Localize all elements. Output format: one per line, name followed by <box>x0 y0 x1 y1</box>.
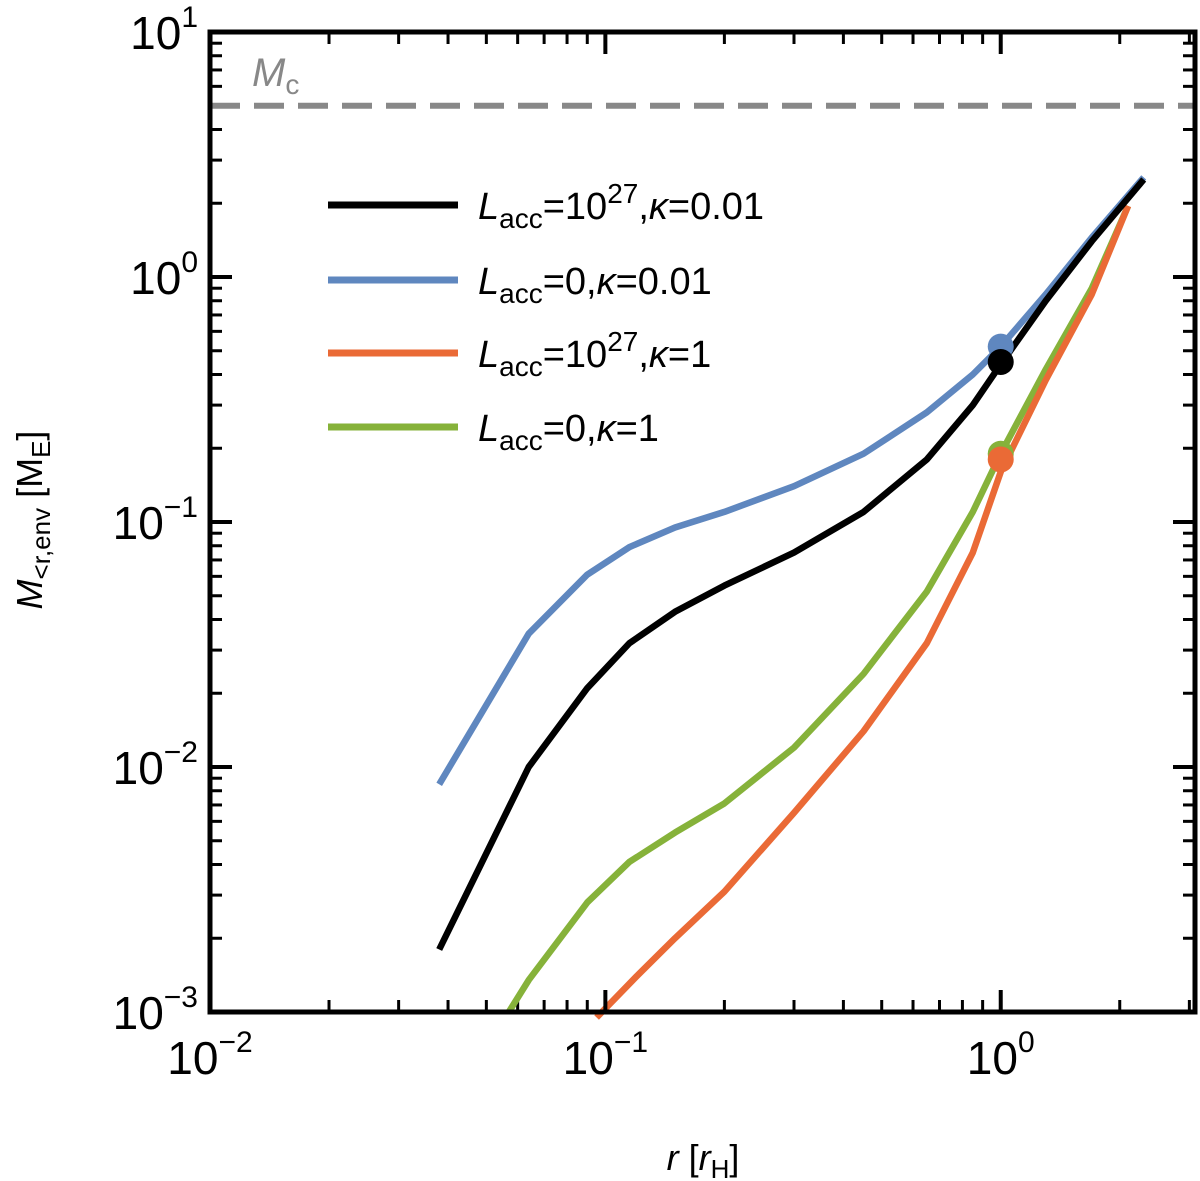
y-tick-base: 10 <box>113 497 164 549</box>
y-tick-base: 10 <box>113 987 164 1039</box>
y-axis-label: M<r,env [ME] <box>9 431 56 610</box>
reference-line-label: Mc <box>252 51 299 100</box>
x-axis-label: r [rH] <box>667 1137 740 1181</box>
legend: Lacc=1027,κ=0.01Lacc=0,κ=0.01Lacc=1027,κ… <box>328 178 764 456</box>
legend-sep: , <box>638 334 649 376</box>
legend-eq: =10 <box>543 334 607 376</box>
legend-sup: 27 <box>607 326 638 357</box>
legend-kappa-value: =0.01 <box>668 186 764 228</box>
series-marker <box>987 446 1014 473</box>
legend-entry-label: Lacc=0,κ=0.01 <box>478 261 712 309</box>
legend-eq: =0 <box>543 408 586 450</box>
legend-kappa: κ <box>597 261 618 303</box>
legend-kappa-value: =1 <box>616 408 659 450</box>
legend-var: L <box>478 408 499 450</box>
legend-kappa-value: =1 <box>668 334 711 376</box>
legend-kappa: κ <box>597 408 618 450</box>
x-tick-base: 10 <box>967 1032 1018 1084</box>
legend-sep: , <box>586 408 597 450</box>
major-ticks <box>208 30 1195 1014</box>
y-tick-label: 10−3 <box>113 981 198 1039</box>
y-tick-exponent: −2 <box>164 736 198 769</box>
legend-eq: =0 <box>543 261 586 303</box>
series-line <box>436 177 1147 951</box>
legend-entry-label: Lacc=0,κ=1 <box>478 408 659 456</box>
y-tick-label: 100 <box>130 246 198 304</box>
legend-kappa-value: =0.01 <box>616 261 712 303</box>
reference-label-sub: c <box>285 69 299 100</box>
x-tick-base: 10 <box>563 1032 614 1084</box>
y-tick-exponent: −1 <box>164 491 198 524</box>
reference-label-var: M <box>252 51 286 95</box>
reference-line-group: Mc <box>210 51 1195 109</box>
legend-var: L <box>478 334 499 376</box>
legend-eq: =10 <box>543 186 607 228</box>
legend-sub: acc <box>499 203 543 234</box>
legend-sep: , <box>586 261 597 303</box>
series-line <box>594 204 1132 1020</box>
legend-var: L <box>478 186 499 228</box>
legend-entry-label: Lacc=1027,κ=0.01 <box>478 178 764 234</box>
series-line <box>506 204 1132 1014</box>
series-line <box>436 175 1147 786</box>
legend-sub: acc <box>499 351 543 382</box>
y-tick-exponent: 1 <box>181 1 198 34</box>
x-tick-label: 10−1 <box>563 1026 648 1084</box>
legend-sub: acc <box>499 278 543 309</box>
legend-sup: 27 <box>607 178 638 209</box>
y-tick-label: 101 <box>130 1 198 59</box>
x-tick-label: 10−2 <box>167 1026 252 1084</box>
legend-kappa: κ <box>649 186 670 228</box>
y-tick-base: 10 <box>130 252 181 304</box>
y-tick-label: 10−1 <box>113 491 198 549</box>
y-tick-label: 10−2 <box>113 736 198 794</box>
series-lines <box>436 175 1147 1020</box>
y-tick-base: 10 <box>113 742 164 794</box>
series-markers <box>987 333 1014 473</box>
x-tick-exponent: 0 <box>1018 1026 1035 1059</box>
legend-sep: , <box>638 186 649 228</box>
legend-sub: acc <box>499 425 543 456</box>
x-tick-exponent: −1 <box>614 1026 648 1059</box>
y-tick-exponent: −3 <box>164 981 198 1014</box>
legend-entry-label: Lacc=1027,κ=1 <box>478 326 711 382</box>
legend-var: L <box>478 261 499 303</box>
x-tick-base: 10 <box>167 1032 218 1084</box>
y-tick-exponent: 0 <box>181 246 198 279</box>
x-tick-exponent: −2 <box>218 1026 252 1059</box>
y-tick-base: 10 <box>130 7 181 59</box>
legend-kappa: κ <box>649 334 670 376</box>
series-marker <box>987 348 1014 375</box>
x-tick-label: 100 <box>967 1026 1035 1084</box>
